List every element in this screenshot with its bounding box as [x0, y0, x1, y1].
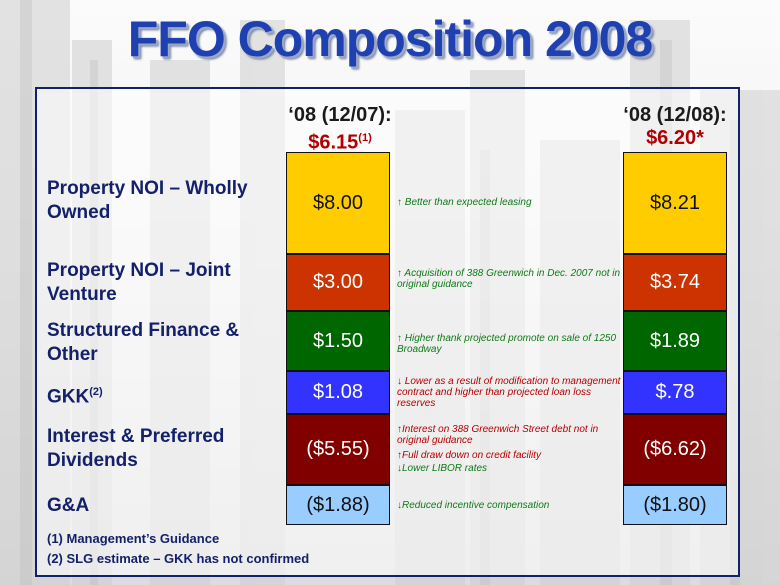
row-6-v0808-value-box: ($1.80): [623, 485, 727, 525]
footnote-1: (1) Management’s Guidance: [47, 531, 220, 546]
row-1-label-text: Property NOI – Wholly Owned: [47, 178, 248, 223]
row-5-label-text: Interest & Preferred Dividends: [47, 426, 225, 471]
column-header-0708-total: $6.15(1): [270, 127, 410, 155]
column-header-0708-footnote-ref: (1): [358, 132, 372, 144]
column-header-0808-asterisk: *: [696, 127, 704, 149]
row-4-footnote-ref: (2): [89, 386, 103, 398]
row-5-note-2: ↑Full draw down on credit facility: [397, 450, 541, 461]
column-header-0808-total: $6.20*: [605, 127, 745, 150]
row-3-label: Structured Finance & Other: [47, 319, 282, 367]
row-6-v0708-value-box: ($1.88): [286, 485, 390, 525]
row-2-note-1: ↑ Acquisition of 388 Greenwich in Dec. 2…: [397, 268, 621, 290]
row-4-label: GKK(2): [47, 380, 282, 409]
row-3-label-text: Structured Finance & Other: [47, 320, 240, 365]
row-2-label: Property NOI – Joint Venture: [47, 259, 282, 307]
column-header-0708-period: ‘08 (12/07):: [288, 104, 392, 126]
row-6-note-1: ↓Reduced incentive compensation: [397, 500, 550, 511]
row-3-v0808-value-box: $1.89: [623, 311, 727, 371]
row-6-label-text: G&A: [47, 495, 90, 516]
row-5-note-1: ↑Interest on 388 Greenwich Street debt n…: [397, 424, 599, 446]
row-1-note-1: ↑ Better than expected leasing: [397, 197, 532, 208]
column-header-0808-period: ‘08 (12/08):: [623, 104, 727, 126]
row-1-v0708-value-box: $8.00: [286, 152, 390, 254]
column-header-0708-value: $6.15: [308, 131, 359, 154]
row-6-label: G&A: [47, 494, 282, 518]
row-5-note-3: ↓Lower LIBOR rates: [397, 463, 488, 474]
page-title: FFO Composition 2008: [127, 11, 654, 67]
row-4-v0808-value-box: $.78: [623, 371, 727, 414]
row-5-v0708-value-box: ($5.55): [286, 414, 390, 485]
row-4-note-1: ↓ Lower as a result of modification to m…: [397, 376, 621, 409]
footnote-2: (2) SLG estimate – GKK has not confirmed: [47, 551, 310, 566]
row-5-label: Interest & Preferred Dividends: [47, 425, 282, 473]
row-5-v0808-value-box: ($6.62): [623, 414, 727, 485]
row-3-v0708-value-box: $1.50: [286, 311, 390, 371]
row-1-label: Property NOI – Wholly Owned: [47, 177, 282, 225]
row-1-v0808-value-box: $8.21: [623, 152, 727, 254]
row-2-v0708-value-box: $3.00: [286, 254, 390, 311]
column-header-0708: ‘08 (12/07): $6.15(1): [270, 104, 410, 155]
row-2-v0808-value-box: $3.74: [623, 254, 727, 311]
row-3-note-1: ↑ Higher thank projected promote on sale…: [397, 333, 617, 355]
column-header-0808-value: $6.20: [646, 127, 697, 149]
row-2-label-text: Property NOI – Joint Venture: [47, 260, 231, 305]
row-4-v0708-value-box: $1.08: [286, 371, 390, 414]
column-header-0808: ‘08 (12/08): $6.20*: [605, 104, 745, 150]
row-4-label-text: GKK: [47, 386, 90, 408]
